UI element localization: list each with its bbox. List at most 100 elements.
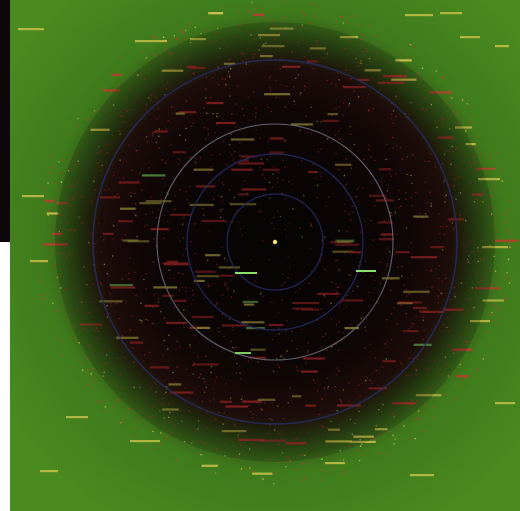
object-dot bbox=[489, 157, 492, 159]
object-dot bbox=[240, 468, 243, 470]
object-dot bbox=[52, 229, 54, 231]
object-dot bbox=[497, 324, 499, 326]
object-dot bbox=[87, 368, 89, 370]
object-dot bbox=[200, 454, 202, 456]
object-dot bbox=[506, 272, 508, 274]
object-dot bbox=[82, 362, 84, 364]
object-dot bbox=[91, 368, 93, 370]
left-dark-panel bbox=[0, 0, 10, 242]
object-dot bbox=[469, 115, 471, 118]
object-dot bbox=[505, 221, 507, 223]
object-label-icon bbox=[46, 212, 59, 215]
object-dot bbox=[386, 454, 388, 456]
object-dot bbox=[152, 36, 154, 38]
object-dot bbox=[94, 110, 96, 112]
object-dot bbox=[313, 15, 315, 17]
object-dot bbox=[170, 38, 172, 41]
object-dot bbox=[165, 439, 167, 441]
object-dot bbox=[310, 22, 312, 24]
object-dot bbox=[452, 399, 454, 401]
object-dot bbox=[200, 32, 202, 35]
object-dot bbox=[510, 200, 512, 202]
object-dot bbox=[247, 10, 249, 12]
object-dot bbox=[433, 406, 436, 408]
object-dot bbox=[86, 119, 89, 121]
object-dot bbox=[160, 442, 162, 445]
sun-dot-icon bbox=[272, 239, 278, 245]
object-dot bbox=[508, 231, 510, 233]
object-dot bbox=[249, 467, 251, 469]
object-dot bbox=[378, 452, 381, 454]
object-dot bbox=[470, 121, 472, 123]
object-dot bbox=[453, 394, 455, 396]
object-dot bbox=[57, 309, 59, 311]
object-dot bbox=[277, 462, 279, 464]
object-dot bbox=[474, 146, 476, 149]
object-dot bbox=[49, 166, 52, 169]
object-dot bbox=[409, 43, 412, 46]
object-dot bbox=[487, 346, 489, 348]
object-dot bbox=[164, 48, 166, 50]
object-dot bbox=[101, 87, 103, 90]
object-dot bbox=[442, 77, 444, 79]
object-dot bbox=[358, 459, 361, 462]
object-dot bbox=[494, 270, 497, 272]
object-dot bbox=[423, 77, 425, 80]
object-dot bbox=[492, 313, 494, 315]
object-dot bbox=[361, 454, 363, 457]
object-dot bbox=[420, 411, 422, 413]
object-dot bbox=[57, 189, 59, 191]
object-dot bbox=[508, 247, 510, 249]
object-dot bbox=[452, 96, 454, 99]
object-dot bbox=[510, 243, 512, 246]
object-label-icon bbox=[111, 73, 122, 76]
object-dot bbox=[501, 180, 503, 182]
object-label-icon bbox=[478, 178, 500, 181]
object-dot bbox=[359, 445, 362, 447]
object-dot bbox=[407, 57, 409, 59]
object-dot bbox=[81, 369, 84, 371]
object-dot bbox=[506, 300, 509, 303]
object-dot bbox=[304, 14, 306, 16]
object-label-icon bbox=[495, 239, 519, 242]
object-label-icon bbox=[252, 472, 273, 475]
object-dot bbox=[403, 53, 405, 55]
object-dot bbox=[284, 16, 286, 19]
object-dot bbox=[90, 373, 92, 375]
object-dot bbox=[457, 397, 459, 399]
object-dot bbox=[357, 450, 360, 452]
object-dot bbox=[71, 367, 73, 369]
object-dot bbox=[411, 438, 413, 440]
object-dot bbox=[296, 468, 298, 471]
object-dot bbox=[151, 35, 153, 37]
object-dot bbox=[417, 72, 419, 74]
object-dot bbox=[499, 317, 501, 319]
object-dot bbox=[346, 21, 349, 23]
object-dot bbox=[490, 314, 492, 316]
object-dot bbox=[142, 51, 144, 53]
object-dot bbox=[387, 431, 390, 433]
object-dot bbox=[262, 478, 264, 480]
object-dot bbox=[92, 377, 94, 380]
object-dot bbox=[51, 250, 54, 252]
object-dot bbox=[461, 380, 463, 382]
object-dot bbox=[179, 40, 181, 42]
object-label-icon bbox=[103, 89, 120, 92]
object-dot bbox=[132, 435, 135, 438]
object-dot bbox=[301, 12, 303, 14]
object-dot bbox=[34, 261, 36, 264]
object-dot bbox=[490, 154, 493, 156]
object-dot bbox=[492, 320, 494, 322]
object-dot bbox=[368, 25, 370, 27]
object-dot bbox=[505, 276, 507, 279]
object-dot bbox=[477, 135, 479, 137]
object-label-icon bbox=[495, 45, 509, 48]
green-marker bbox=[235, 352, 251, 354]
object-dot bbox=[303, 462, 305, 464]
object-dot bbox=[508, 282, 511, 284]
object-dot bbox=[54, 311, 56, 313]
object-dot bbox=[321, 458, 323, 460]
object-dot bbox=[469, 106, 472, 108]
